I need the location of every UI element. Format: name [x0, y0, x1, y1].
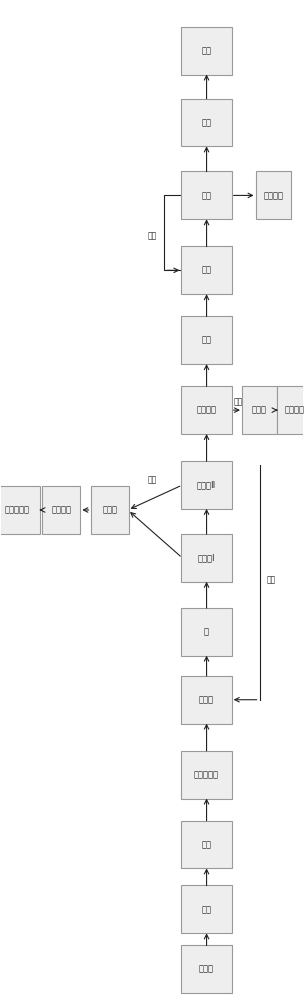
Text: 称重: 称重	[202, 905, 212, 914]
Text: 螺旋输送机: 螺旋输送机	[194, 770, 219, 779]
FancyBboxPatch shape	[277, 386, 307, 434]
FancyBboxPatch shape	[181, 676, 232, 724]
Text: 烘干: 烘干	[202, 266, 212, 275]
Text: 冷脆水: 冷脆水	[102, 505, 117, 514]
Text: 消化罐Ⅰ: 消化罐Ⅰ	[198, 553, 215, 562]
Text: 白酒糟: 白酒糟	[199, 965, 214, 974]
Text: 消化罐Ⅱ: 消化罐Ⅱ	[197, 481, 216, 490]
FancyBboxPatch shape	[181, 534, 232, 582]
FancyBboxPatch shape	[181, 27, 232, 75]
FancyBboxPatch shape	[181, 608, 232, 656]
Text: 沫液池: 沫液池	[252, 406, 267, 415]
Text: 泵: 泵	[204, 627, 209, 636]
FancyBboxPatch shape	[42, 486, 80, 534]
Text: 污水处理: 污水处理	[284, 406, 304, 415]
Text: 干式脱硫: 干式脱硫	[51, 505, 71, 514]
Text: 锅炉: 锅炉	[202, 191, 212, 200]
Text: 料仓: 料仓	[202, 840, 212, 849]
Text: 沼气: 沼气	[147, 476, 157, 485]
FancyBboxPatch shape	[0, 486, 40, 534]
FancyBboxPatch shape	[181, 171, 232, 219]
Text: 沫液: 沫液	[202, 336, 212, 345]
FancyBboxPatch shape	[181, 316, 232, 364]
FancyBboxPatch shape	[181, 386, 232, 434]
Text: 发电: 发电	[202, 46, 212, 55]
FancyBboxPatch shape	[242, 386, 277, 434]
Text: 回流: 回流	[267, 575, 276, 584]
Text: 多联供系统: 多联供系统	[5, 505, 30, 514]
FancyBboxPatch shape	[181, 246, 232, 294]
Text: 调浆池: 调浆池	[199, 695, 214, 704]
Text: 沼液: 沼液	[234, 398, 243, 407]
FancyBboxPatch shape	[181, 821, 232, 868]
Text: 固液分离: 固液分离	[196, 406, 216, 415]
FancyBboxPatch shape	[181, 751, 232, 799]
Text: 灰炬利用: 灰炬利用	[263, 191, 283, 200]
FancyBboxPatch shape	[91, 486, 129, 534]
FancyBboxPatch shape	[256, 171, 291, 219]
Text: 烟气: 烟气	[147, 231, 157, 240]
FancyBboxPatch shape	[181, 99, 232, 146]
Text: 蒸汽: 蒸汽	[202, 118, 212, 127]
FancyBboxPatch shape	[181, 885, 232, 933]
FancyBboxPatch shape	[181, 945, 232, 993]
FancyBboxPatch shape	[181, 461, 232, 509]
